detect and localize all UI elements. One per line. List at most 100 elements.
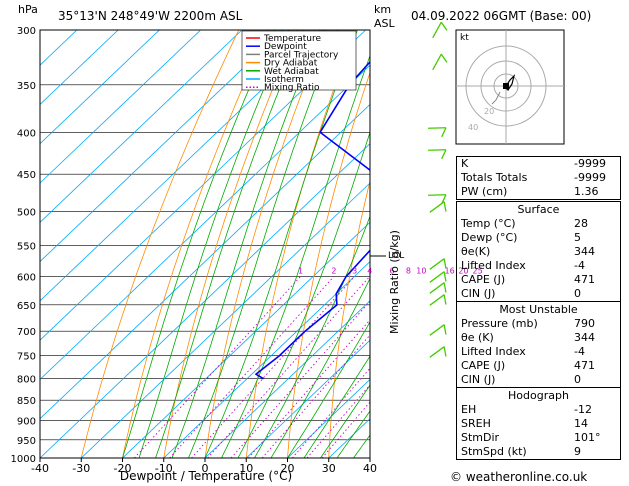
dry-adiabat-line: [369, 439, 370, 458]
wind-barb-flag: [443, 294, 447, 305]
wet-adiabat-line: [270, 277, 370, 458]
row-label: Lifted Index: [461, 259, 526, 272]
isotherm-line: [40, 143, 370, 458]
legend-entry: Mixing Ratio: [264, 83, 320, 93]
wind-barb-flag: [443, 258, 447, 269]
index-row-pw: PW (cm) 1.36: [457, 185, 620, 199]
dry-adiabat-line: [204, 30, 327, 458]
mixing-ratio-label: 6: [389, 266, 394, 275]
row-label: CIN (J): [461, 287, 496, 300]
row-label: EH: [461, 403, 477, 416]
datetime-title: 04.09.2022 06GMT (Base: 00): [411, 9, 591, 23]
wind-barb-staff: [429, 258, 445, 270]
x-tick-label: 10: [239, 462, 253, 475]
row-label: SREH: [461, 417, 491, 430]
x-tick-label: 20: [281, 462, 295, 475]
hodograph-table-title: Hodograph: [457, 387, 620, 403]
row-label: CAPE (J): [461, 359, 506, 372]
wind-barbs: [428, 21, 448, 358]
wet-adiabat-line: [287, 321, 370, 458]
pressure-tick-label: 500: [17, 208, 36, 219]
row-value: -4: [574, 345, 585, 358]
index-row-totals: Totals Totals -9999: [457, 171, 620, 185]
isotherm-line: [204, 300, 370, 458]
wind-barb: [429, 294, 447, 306]
most-unstable-title: Most Unstable: [457, 301, 620, 317]
dry-adiabat-line: [287, 71, 370, 458]
mixing-ratio-label: 3: [352, 266, 357, 275]
isotherm-line: [40, 30, 119, 105]
isotherm-line: [287, 378, 370, 458]
wet-adiabat-line: [204, 30, 358, 458]
wind-barb: [429, 282, 447, 294]
wind-barb-flag: [443, 271, 447, 282]
most-unstable-row: CIN (J) 0: [457, 373, 620, 387]
wind-barb-staff: [429, 201, 445, 213]
wind-barb-flag: [443, 346, 447, 357]
row-value: 344: [574, 331, 595, 344]
hodograph-row: EH -12: [457, 403, 620, 417]
hodograph-row: StmDir 101°: [457, 431, 620, 445]
isotherm-line: [163, 261, 370, 458]
row-value: 5: [574, 231, 581, 244]
wind-barb-flag: [441, 149, 447, 160]
plot-frame: [39, 29, 371, 459]
isotherm-line: [40, 30, 78, 66]
pressure-tick-label: 950: [17, 436, 36, 447]
x-axis-label: Dewpoint / Temperature (°C): [120, 469, 292, 483]
wet-adiabat-line: [188, 30, 339, 458]
isotherm-line: [40, 30, 201, 184]
wet-adiabat-line: [303, 355, 370, 458]
mixing-ratio-line: [261, 334, 370, 458]
wind-barb-staff: [429, 346, 445, 358]
mixing-ratio-line: [191, 276, 355, 458]
wind-barb: [428, 194, 447, 205]
index-value: 1.36: [574, 185, 599, 198]
most-unstable-row: Pressure (mb) 790: [457, 317, 620, 331]
wind-barb-staff: [429, 324, 445, 336]
isotherm-line: [80, 182, 370, 458]
wind-barb: [429, 346, 447, 358]
mixing-ratio-label: 20: [458, 266, 468, 275]
surface-row: Lifted Index -4: [457, 259, 620, 273]
pressure-tick-label: 850: [17, 396, 36, 407]
hodograph-row: StmSpd (kt) 9: [457, 445, 620, 459]
axes: 3003504004505005506006507007508008509009…: [11, 26, 377, 475]
wet-adiabat-line: [254, 215, 370, 458]
wind-barb-flag: [440, 21, 448, 31]
row-label: CAPE (J): [461, 273, 506, 286]
wet-adiabat-line: [171, 30, 321, 458]
wind-barb: [428, 149, 447, 160]
wind-barb-flag: [441, 127, 447, 138]
wet-adiabat-line: [320, 384, 370, 458]
wind-barb-staff: [429, 282, 445, 294]
mixing-ratio-line: [230, 300, 370, 458]
row-value: 0: [574, 287, 581, 300]
pressure-tick-label: 650: [17, 301, 36, 312]
mixing-ratio-labels: 1 2 3 4 6 8 10 16 20 25: [298, 266, 483, 275]
wind-barb-staff: [428, 127, 446, 129]
row-label: Lifted Index: [461, 345, 526, 358]
most-unstable-row: Lifted Index -4: [457, 345, 620, 359]
x-tick-label: -10: [155, 462, 173, 475]
wind-barb: [432, 53, 448, 71]
wet-adiabat-line: [155, 30, 305, 458]
location-title: 35°13'N 248°49'W 2200m ASL: [58, 9, 243, 23]
dry-adiabat-line: [163, 30, 298, 458]
row-value: 471: [574, 359, 595, 372]
mixing-ratio-label: 8: [406, 266, 411, 275]
wind-barb-staff: [428, 149, 446, 151]
mixing-ratio-line: [169, 276, 335, 458]
pressure-tick-label: 1000: [11, 454, 36, 465]
row-value: 28: [574, 217, 588, 230]
wind-barb-flag: [443, 201, 447, 212]
mixing-ratio-label: 25: [473, 266, 483, 275]
pressure-unit: hPa: [18, 3, 38, 16]
row-value: 101°: [574, 431, 601, 444]
hodograph: kt 20 40: [455, 29, 565, 145]
pressure-tick-label: 350: [17, 81, 36, 92]
legend-entry: Temperature: [263, 34, 321, 44]
surface-row: θe(K) 344: [457, 245, 620, 259]
isotherm-line: [40, 30, 284, 263]
index-value: -9999: [574, 171, 606, 184]
